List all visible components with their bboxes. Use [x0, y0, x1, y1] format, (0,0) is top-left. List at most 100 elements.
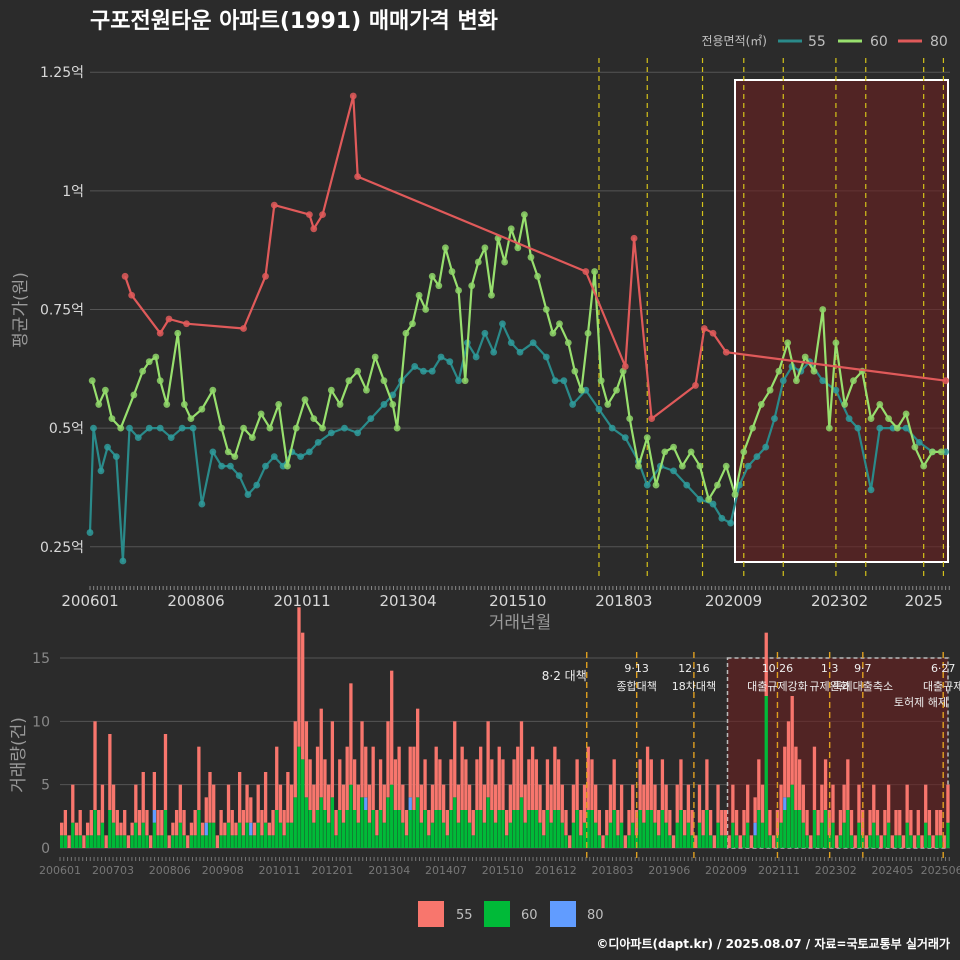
- series-point-60: [240, 424, 247, 432]
- series-point-80: [310, 225, 318, 233]
- volume-bar-55: [508, 784, 513, 823]
- volume-bar-80: [249, 822, 253, 836]
- series-point-60: [584, 329, 592, 337]
- volume-bar-55: [301, 632, 305, 760]
- volume-bar-55: [660, 759, 665, 810]
- volume-bar-55: [493, 784, 498, 823]
- volume-bar-60: [297, 746, 301, 848]
- volume-bar-60: [679, 810, 683, 848]
- volume-bar-60: [757, 810, 761, 848]
- volume-bar-55: [757, 759, 761, 810]
- volume-bar-55: [156, 810, 160, 836]
- volume-bar-55: [197, 746, 201, 810]
- volume-bar-55: [334, 810, 338, 836]
- series-point-60: [468, 282, 476, 290]
- volume-bar-60: [775, 835, 780, 848]
- volume-bar-60: [453, 797, 457, 848]
- volume-bar-60: [434, 810, 438, 848]
- volume-bar-55: [278, 784, 283, 823]
- credit-text: ©디아파트(dapt.kr) / 2025.08.07 / 자료=국토교통부 실…: [596, 936, 950, 951]
- series-point-55: [262, 462, 269, 470]
- volume-bar-60: [505, 835, 509, 848]
- volume-bar-55: [764, 632, 768, 696]
- volume-bar-60: [197, 810, 201, 848]
- volume-bar-60: [486, 797, 490, 848]
- series-point-55: [97, 467, 105, 475]
- volume-bar-55: [505, 810, 509, 836]
- volume-bar-60: [471, 835, 475, 848]
- volume-bar-60: [872, 822, 876, 848]
- volume-bar-55: [679, 759, 683, 810]
- legend-label-80: 80: [930, 34, 948, 50]
- series-point-60: [564, 339, 572, 347]
- volume-bar-55: [282, 810, 286, 836]
- volume-bar-55: [308, 759, 312, 810]
- volume-bar-60: [226, 822, 231, 848]
- volume-bar-55: [456, 784, 461, 823]
- series-point-60: [929, 448, 936, 456]
- volume-bar-60: [657, 835, 661, 848]
- volume-bar-55: [720, 810, 724, 836]
- volume-bar-60: [241, 835, 246, 848]
- volume-bar-55: [430, 784, 435, 823]
- series-point-60: [832, 339, 840, 347]
- volume-bar-60: [256, 822, 260, 848]
- volume-bar-55: [134, 784, 138, 823]
- volume-bar-55: [486, 721, 490, 798]
- volume-bar-55: [241, 810, 246, 836]
- volume-bar-55: [727, 835, 731, 848]
- volume-bar-55: [178, 784, 182, 823]
- volume-bar-60: [375, 835, 379, 848]
- volume-bar-60: [701, 835, 705, 848]
- series-point-55: [845, 415, 853, 423]
- series-point-60: [117, 424, 125, 432]
- price-y-tick-label: 1억: [62, 184, 84, 200]
- price-x-tick-label: 202302: [811, 592, 868, 610]
- volume-bar-55: [271, 810, 275, 836]
- series-point-60: [336, 401, 344, 408]
- volume-bar-55: [872, 784, 876, 823]
- volume-bar-60: [423, 810, 427, 848]
- volume-bar-55: [497, 746, 501, 810]
- volume-bar-55: [163, 734, 168, 810]
- series-point-60: [389, 401, 397, 408]
- volume-bar-60: [78, 835, 82, 848]
- volume-bar-60: [608, 822, 613, 848]
- volume-bar-60: [556, 810, 561, 848]
- volume-bar-60: [245, 822, 249, 848]
- volume-bar-55: [360, 721, 364, 798]
- series-point-60: [442, 244, 449, 252]
- series-point-55: [446, 358, 454, 366]
- price-x-tick-label: 201510: [489, 592, 546, 610]
- volume-bar-55: [605, 810, 609, 836]
- volume-bar-55: [404, 810, 409, 836]
- volume-bar-60: [74, 835, 79, 848]
- series-point-60: [180, 401, 188, 408]
- volume-bar-55: [716, 784, 720, 823]
- volume-bar-60: [838, 835, 843, 848]
- volume-bar-60: [286, 822, 290, 848]
- volume-bar-55: [367, 784, 372, 823]
- series-point-80: [722, 348, 730, 356]
- volume-bar-60: [786, 797, 791, 848]
- volume-bar-60: [464, 810, 468, 848]
- volume-bar-55: [671, 835, 676, 848]
- volume-x-tick-label: 202506: [921, 864, 960, 877]
- series-point-60: [474, 258, 482, 266]
- volume-bar-60: [905, 822, 909, 848]
- series-point-60: [292, 424, 300, 432]
- volume-bar-60: [134, 822, 138, 848]
- series-point-60: [527, 253, 535, 261]
- series-point-60: [187, 415, 195, 423]
- volume-bar-60: [341, 822, 346, 848]
- series-point-55: [779, 377, 787, 385]
- volume-bar-55: [538, 784, 542, 823]
- price-y-tick-label: 0.75억: [40, 303, 84, 319]
- series-point-55: [507, 339, 515, 347]
- policy-label: 9·13: [624, 662, 649, 675]
- volume-bar-55: [568, 835, 572, 848]
- series-point-60: [911, 443, 919, 451]
- series-point-80: [709, 329, 717, 337]
- volume-bar-55: [230, 810, 234, 836]
- series-point-80: [648, 415, 656, 423]
